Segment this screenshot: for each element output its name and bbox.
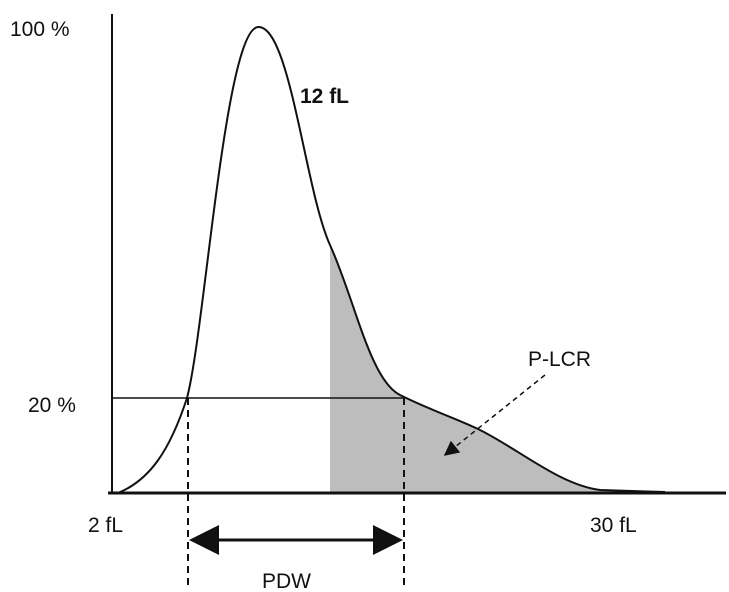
region-label: P-LCR [528, 348, 591, 371]
p-lcr-area [330, 245, 665, 493]
x-start-label: 2 fL [88, 514, 123, 537]
width-label: PDW [262, 570, 311, 592]
peak-label: 12 fL [300, 85, 349, 108]
y-top-label: 100 % [10, 18, 70, 41]
x-end-label: 30 fL [590, 514, 637, 537]
y-mark-label: 20 % [28, 394, 76, 417]
region-pointer [443, 374, 546, 456]
distribution-curve [117, 25, 666, 494]
